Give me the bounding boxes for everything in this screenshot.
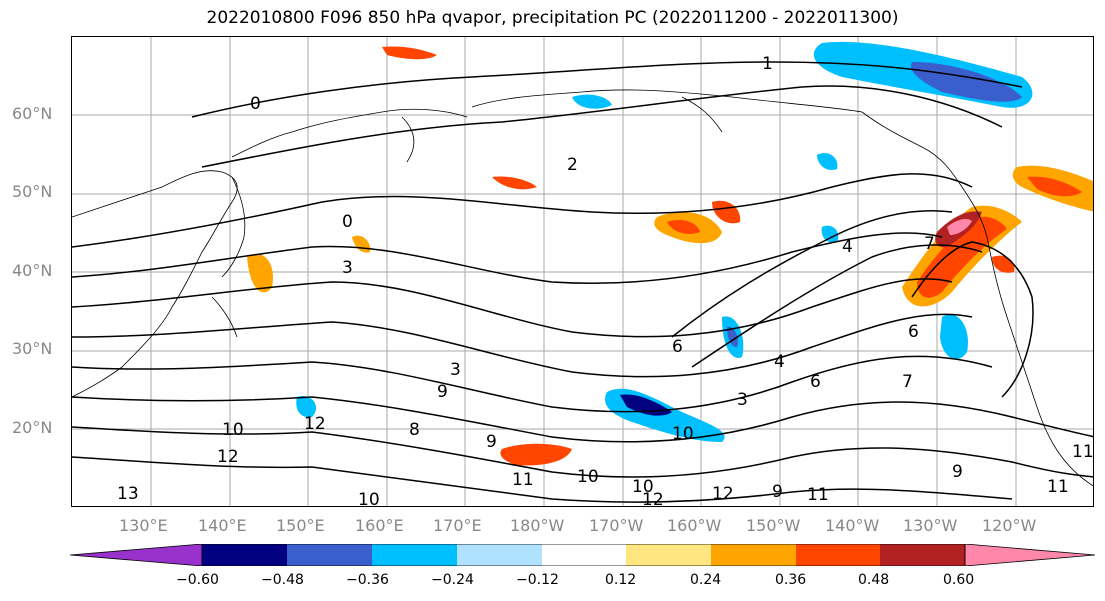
colorbar-tick-label: −0.48 [261, 572, 304, 588]
colorbar-bin [880, 544, 965, 566]
contour-label: 12 [642, 490, 664, 507]
colorbar-tick-label: −0.12 [516, 572, 559, 588]
contour-label: 0 [342, 212, 353, 232]
contour-label: 3 [342, 258, 353, 278]
precip-shading [247, 41, 1093, 466]
contour-label: 6 [672, 337, 683, 357]
map-panel: 1 0 2 0 3 4 6 3 3 9 6 4 7 6 7 10 12 12 8… [71, 36, 1094, 507]
contour-label: 11 [512, 470, 534, 490]
colorbar-bin [457, 544, 542, 566]
lon-label: 130°E [119, 516, 168, 535]
lat-label: 60°N [12, 104, 53, 123]
contour-label: 2 [567, 155, 578, 175]
contour-label: 12 [304, 414, 326, 434]
coastlines [72, 89, 1093, 487]
contour-label: 4 [842, 237, 853, 257]
contour-label: 8 [409, 420, 420, 440]
colorbar-bin [711, 544, 796, 566]
contour-label: 1 [762, 54, 773, 74]
colorbar-extend-high [964, 544, 1096, 566]
contour-label: 9 [437, 382, 448, 402]
colorbar-tick-label: 0.60 [943, 572, 975, 588]
lon-label: 120°W [982, 516, 1037, 535]
contour-label: 6 [810, 372, 821, 392]
colorbar-bin [202, 544, 287, 566]
colorbar-tick-label: 0.48 [858, 572, 890, 588]
colorbar-tick-label: −0.36 [346, 572, 389, 588]
map-svg: 1 0 2 0 3 4 6 3 3 9 6 4 7 6 7 10 12 12 8… [72, 37, 1094, 507]
colorbar-bin [796, 544, 880, 566]
contour-label: 10 [358, 490, 380, 507]
lon-label: 130°W [903, 516, 958, 535]
lon-label: 170°E [433, 516, 482, 535]
colorbar-bin [626, 544, 711, 566]
contour-label: 6 [908, 322, 919, 342]
contour-label: 0 [250, 94, 261, 114]
colorbar-bin [542, 544, 626, 566]
colorbar-tick-label: 0.36 [775, 572, 807, 588]
contour-label: 3 [737, 390, 748, 410]
contour-label: 7 [924, 234, 935, 254]
contour-label: 4 [774, 352, 785, 372]
lon-label: 160°W [667, 516, 722, 535]
colorbar-tick-label: 0.12 [605, 572, 637, 588]
contour-label: 10 [577, 467, 599, 487]
contour-label: 10 [222, 420, 244, 440]
lat-label: 50°N [12, 182, 53, 201]
lon-label: 140°W [825, 516, 880, 535]
qvapor-contours [72, 61, 1093, 503]
contour-label: 9 [772, 482, 783, 502]
colorbar [70, 544, 1096, 566]
lat-label: 30°N [12, 339, 53, 358]
contour-label: 9 [486, 432, 497, 452]
lon-label: 170°W [589, 516, 644, 535]
lon-label: 140°E [198, 516, 247, 535]
lat-label: 40°N [12, 261, 53, 280]
contour-label: 11 [1072, 442, 1094, 462]
colorbar-bin [372, 544, 457, 566]
lon-label: 180°W [510, 516, 565, 535]
lon-label: 150°W [746, 516, 801, 535]
contour-label: 12 [712, 484, 734, 504]
colorbar-extend-low [70, 544, 203, 566]
contour-label: 9 [952, 462, 963, 482]
contour-label: 11 [807, 485, 829, 505]
contour-label: 10 [632, 477, 654, 497]
chart-title: 2022010800 F096 850 hPa qvapor, precipit… [206, 8, 899, 28]
lon-label: 150°E [276, 516, 325, 535]
contour-label: 7 [902, 372, 913, 392]
contour-label: 10 [672, 424, 694, 444]
colorbar-tick-label: 0.24 [690, 572, 722, 588]
contour-labels: 1 0 2 0 3 4 6 3 3 9 6 4 7 6 7 10 12 12 8… [117, 54, 1094, 507]
contour-label: 3 [450, 360, 461, 380]
colorbar-tick-label: −0.60 [176, 572, 219, 588]
lon-label: 160°E [355, 516, 404, 535]
lat-label: 20°N [12, 418, 53, 437]
contour-label: 12 [217, 447, 239, 467]
contour-label: 13 [117, 484, 139, 504]
colorbar-tick-label: −0.24 [431, 572, 474, 588]
colorbar-bin [287, 544, 372, 566]
contour-label: 11 [1047, 477, 1069, 497]
